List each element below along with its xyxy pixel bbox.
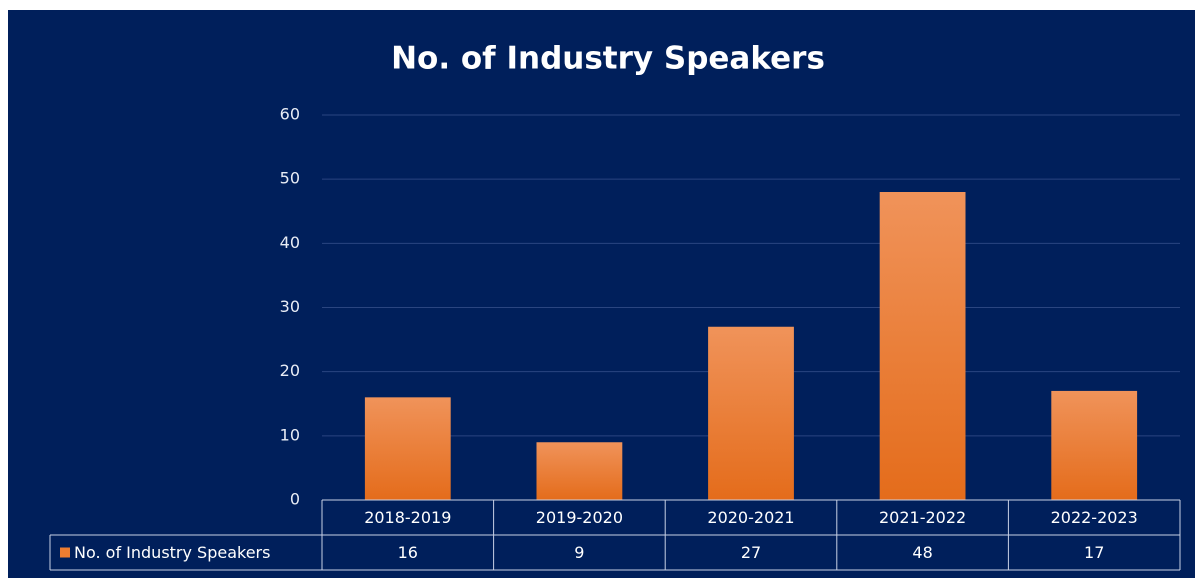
x-tick-label: 2021-2022 [879,508,966,527]
y-tick-label: 30 [280,297,300,316]
bar [364,397,451,500]
y-tick-label: 40 [280,233,300,252]
y-tick-label: 20 [280,361,300,380]
table-value: 48 [912,543,932,562]
y-tick-label: 50 [280,169,300,188]
chart-title: No. of Industry Speakers [391,41,825,77]
x-tick-label: 2019-2020 [536,508,623,527]
bar [1051,390,1138,500]
x-tick-label: 2020-2021 [707,508,794,527]
table-value: 9 [574,543,584,562]
legend-label: No. of Industry Speakers [74,543,270,562]
bar [879,192,966,500]
legend-key [60,547,70,558]
y-tick-label: 10 [280,425,300,444]
bar [708,326,794,500]
y-tick-label: 60 [280,105,300,124]
table-value: 16 [398,543,418,562]
y-tick-label: 0 [290,490,300,509]
bar [536,442,623,500]
table-value: 17 [1084,543,1104,562]
x-tick-label: 2018-2019 [364,508,451,527]
table-value: 27 [741,543,761,562]
x-tick-label: 2022-2023 [1051,508,1138,527]
